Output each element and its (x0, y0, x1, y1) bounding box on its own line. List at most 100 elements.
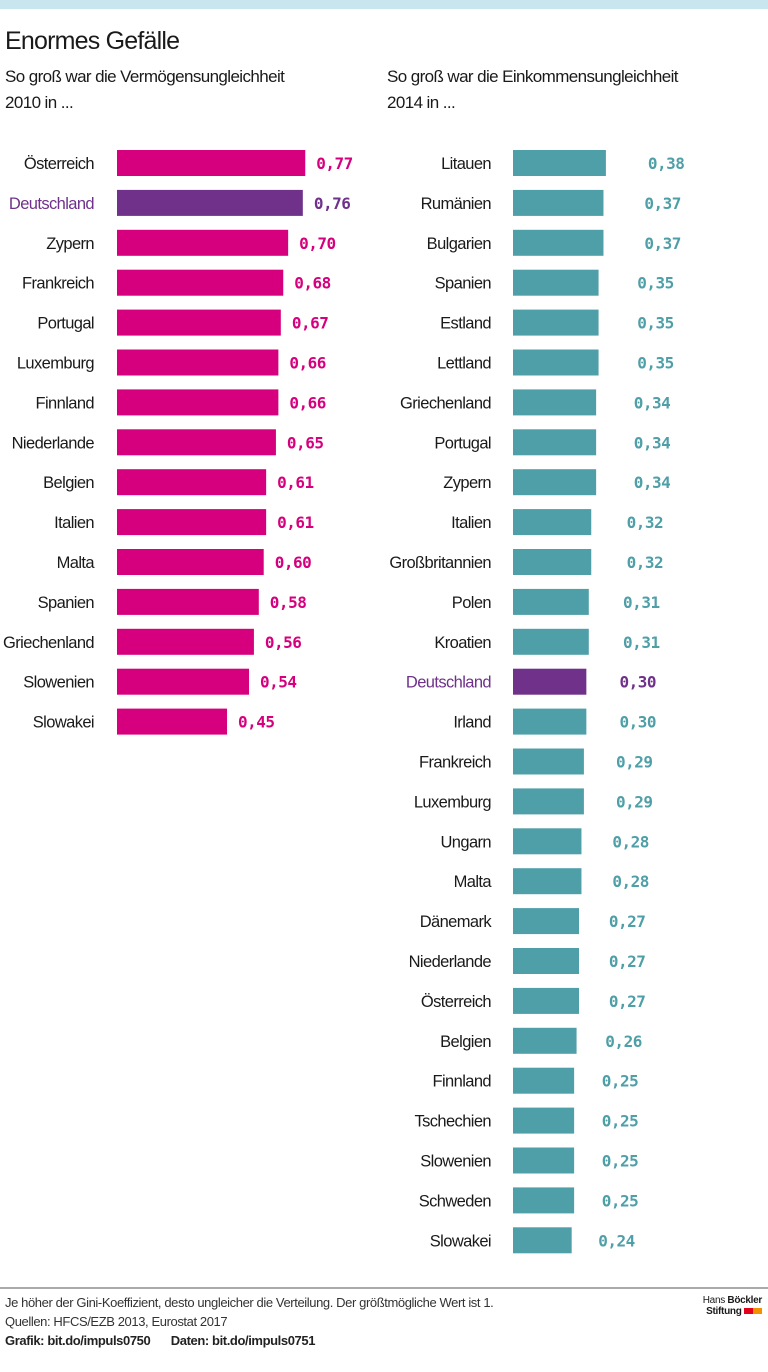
value-label: 0,56 (265, 633, 302, 652)
category-label: Zypern (443, 474, 491, 492)
value-label: 0,54 (260, 673, 297, 692)
value-label: 0,66 (289, 393, 326, 412)
value-label: 0,66 (289, 354, 326, 373)
category-label: Luxemburg (17, 355, 95, 373)
bar (513, 748, 584, 775)
category-label: Portugal (434, 434, 491, 452)
bar (117, 349, 279, 376)
category-label: Niederlande (12, 434, 95, 452)
value-label: 0,45 (238, 713, 275, 732)
value-label: 0,25 (602, 1152, 639, 1171)
category-label: Slowenien (420, 1153, 491, 1171)
bar (117, 469, 267, 496)
category-label: Frankreich (419, 754, 491, 772)
value-label: 0,77 (316, 154, 353, 173)
value-label: 0,34 (634, 433, 671, 452)
value-label: 0,35 (637, 354, 674, 373)
bar (513, 1027, 577, 1054)
value-label: 0,37 (644, 194, 681, 213)
category-label: Spanien (38, 594, 95, 612)
footer-divider (0, 1287, 768, 1289)
footer-note: Je höher der Gini-Koeffizient, desto ung… (5, 1295, 494, 1310)
category-label: Italien (451, 514, 491, 532)
value-label: 0,70 (299, 234, 336, 253)
bar (513, 1147, 575, 1174)
top-accent-bar (0, 0, 768, 9)
category-label: Frankreich (22, 275, 94, 293)
value-label: 0,28 (612, 872, 649, 891)
category-label: Italien (54, 514, 94, 532)
category-label: Österreich (24, 155, 95, 173)
bar (117, 269, 284, 296)
chart-title: Enormes Gefälle (5, 27, 180, 55)
bar (117, 389, 279, 416)
bar (513, 908, 580, 935)
category-label: Österreich (421, 993, 492, 1011)
bar (513, 948, 580, 974)
category-label: Lettland (437, 355, 491, 373)
value-label: 0,26 (605, 1032, 642, 1051)
bar (513, 1227, 572, 1254)
value-label: 0,28 (612, 832, 649, 851)
value-label: 0,68 (294, 274, 331, 293)
bar (513, 269, 599, 296)
category-label: Polen (452, 594, 492, 612)
bar (117, 708, 228, 735)
category-label: Schweden (419, 1192, 492, 1210)
category-label: Estland (440, 315, 491, 333)
value-label: 0,24 (598, 1231, 635, 1250)
bar (513, 987, 580, 1014)
bar (513, 509, 592, 536)
category-label: Bulgarien (427, 235, 492, 253)
bar (513, 189, 604, 216)
value-label: 0,58 (270, 593, 307, 612)
category-label: Portugal (37, 315, 94, 333)
value-label: 0,32 (627, 553, 664, 572)
value-label: 0,34 (634, 473, 671, 492)
value-label: 0,27 (609, 992, 646, 1011)
value-label: 0,32 (627, 513, 664, 532)
category-label: Deutschland (406, 674, 492, 692)
bar (513, 828, 582, 855)
category-label: Rumänien (421, 195, 492, 213)
grafik-link[interactable]: Grafik: bit.do/impuls0750 (5, 1333, 151, 1348)
category-label: Slowakei (33, 714, 94, 732)
value-label: 0,61 (277, 473, 314, 492)
value-label: 0,67 (292, 314, 329, 333)
bar (513, 349, 599, 376)
category-label: Slowenien (23, 674, 94, 692)
value-label: 0,65 (287, 433, 324, 452)
category-label: Malta (454, 873, 493, 891)
hans-boeckler-logo: Hans Böckler Stiftung (702, 1295, 763, 1317)
category-label: Finnland (36, 394, 95, 412)
bar (513, 628, 589, 655)
daten-link[interactable]: Daten: bit.do/impuls0751 (170, 1333, 316, 1348)
category-label: Slowakei (430, 1232, 491, 1250)
footer-sources: Quellen: HFCS/EZB 2013, Eurostat 2017 (5, 1314, 228, 1329)
bar-charts: Österreich 0,77 Deutschland 0,76 Zypern 0,70 F… (3, 150, 685, 1254)
bar (513, 588, 589, 615)
bar (513, 309, 599, 336)
category-label: Zypern (46, 235, 94, 253)
category-label: Kroatien (434, 634, 491, 652)
bar (117, 150, 306, 176)
bar (513, 868, 582, 895)
category-label: Belgien (43, 474, 94, 492)
bar (513, 429, 597, 456)
left-subtitle: So groß war die Vermögensungleichheit 20… (5, 67, 285, 112)
bar (513, 1187, 575, 1214)
value-label: 0,25 (602, 1191, 639, 1210)
value-label: 0,25 (602, 1112, 639, 1131)
category-label: Malta (57, 554, 96, 572)
value-label: 0,30 (620, 673, 657, 692)
bar (117, 668, 250, 695)
footer-links: Grafik: bit.do/impuls0750 Daten: bit.do/… (5, 1333, 315, 1348)
value-label: 0,34 (634, 393, 671, 412)
value-label: 0,35 (637, 314, 674, 333)
bar (117, 429, 276, 456)
category-label: Finnland (433, 1073, 492, 1091)
value-label: 0,76 (314, 194, 351, 213)
value-label: 0,35 (637, 274, 674, 293)
value-label: 0,30 (620, 713, 657, 732)
category-label: Niederlande (409, 953, 492, 971)
